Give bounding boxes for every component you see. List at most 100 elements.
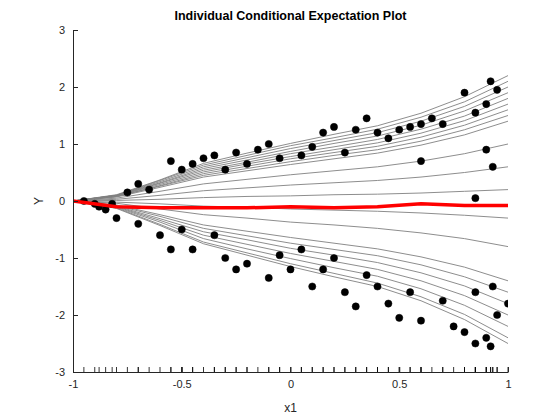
data-point bbox=[439, 120, 446, 127]
data-point bbox=[385, 135, 392, 142]
data-point bbox=[428, 115, 435, 122]
data-point bbox=[320, 129, 327, 136]
tick: -3 bbox=[55, 366, 78, 378]
tick-mark bbox=[73, 258, 78, 259]
rug-tick bbox=[410, 367, 411, 372]
rug-tick bbox=[323, 367, 324, 372]
rug-tick bbox=[421, 367, 422, 372]
data-point bbox=[309, 283, 316, 290]
rug-tick bbox=[301, 367, 302, 372]
data-point bbox=[472, 289, 479, 296]
rug-tick bbox=[442, 367, 443, 372]
tick: -1 bbox=[55, 252, 78, 264]
data-point bbox=[211, 232, 218, 239]
tick-label: 2 bbox=[59, 81, 65, 93]
rug-tick bbox=[257, 367, 258, 372]
ice-line bbox=[73, 81, 508, 201]
data-point bbox=[233, 266, 240, 273]
data-point bbox=[113, 215, 120, 222]
tick-label: -2 bbox=[55, 309, 65, 321]
ice-line bbox=[73, 190, 508, 201]
data-point bbox=[298, 152, 305, 159]
data-point bbox=[494, 311, 501, 318]
rug-tick bbox=[225, 367, 226, 372]
data-point bbox=[330, 254, 337, 261]
rug-tick bbox=[99, 367, 100, 372]
tick: 0 bbox=[59, 195, 78, 207]
ice-line bbox=[73, 110, 508, 201]
rug-tick bbox=[192, 367, 193, 372]
rug-tick bbox=[279, 367, 280, 372]
tick-label: -3 bbox=[55, 366, 65, 378]
data-point bbox=[487, 78, 494, 85]
data-point bbox=[135, 220, 142, 227]
rug-tick bbox=[160, 367, 161, 372]
tick-mark bbox=[73, 30, 78, 31]
rug-tick bbox=[268, 367, 269, 372]
rug-tick bbox=[464, 367, 465, 372]
data-point bbox=[124, 189, 131, 196]
ice-line bbox=[73, 76, 508, 201]
data-point bbox=[494, 86, 501, 93]
tick-mark bbox=[73, 372, 78, 373]
data-point bbox=[309, 143, 316, 150]
tick-mark bbox=[508, 367, 509, 372]
data-point bbox=[385, 300, 392, 307]
tick-label: 0 bbox=[59, 195, 65, 207]
rug-tick bbox=[377, 367, 378, 372]
tick: 2 bbox=[59, 81, 78, 93]
data-point bbox=[178, 166, 185, 173]
data-point bbox=[417, 317, 424, 324]
tick-label: -1 bbox=[69, 378, 79, 390]
ice-line bbox=[73, 201, 508, 338]
rug-tick bbox=[214, 367, 215, 372]
data-point bbox=[341, 289, 348, 296]
ice-line bbox=[73, 201, 508, 315]
axis-line bbox=[74, 372, 509, 373]
data-point bbox=[287, 266, 294, 273]
rug-tick bbox=[127, 367, 128, 372]
ice-line bbox=[73, 144, 508, 201]
rug-tick bbox=[355, 367, 356, 372]
data-point bbox=[472, 109, 479, 116]
rug-tick bbox=[312, 367, 313, 372]
rug-tick bbox=[236, 367, 237, 372]
rug-tick bbox=[116, 367, 117, 372]
rug-tick bbox=[421, 367, 422, 372]
data-point bbox=[178, 226, 185, 233]
data-point bbox=[483, 146, 490, 153]
rug-tick bbox=[410, 367, 411, 372]
rug-tick bbox=[366, 367, 367, 372]
tick-mark bbox=[182, 367, 183, 372]
rug-tick bbox=[388, 367, 389, 372]
rug-tick bbox=[301, 367, 302, 372]
ice-line bbox=[73, 201, 508, 344]
rug-tick bbox=[138, 367, 139, 372]
rug-tick bbox=[475, 367, 476, 372]
data-point bbox=[222, 166, 229, 173]
data-point bbox=[363, 115, 370, 122]
data-point bbox=[298, 246, 305, 253]
data-point bbox=[450, 323, 457, 330]
rug-tick bbox=[421, 367, 422, 372]
rug-tick bbox=[268, 367, 269, 372]
tick-label: 3 bbox=[59, 24, 65, 36]
ice-line bbox=[73, 98, 508, 201]
data-point bbox=[146, 186, 153, 193]
data-point bbox=[483, 101, 490, 108]
data-point bbox=[472, 195, 479, 202]
rug-tick bbox=[112, 367, 113, 372]
rug-tick bbox=[486, 367, 487, 372]
tick-mark bbox=[73, 144, 78, 145]
tick-mark bbox=[73, 201, 78, 202]
rug-tick bbox=[453, 367, 454, 372]
data-point bbox=[396, 126, 403, 133]
data-point bbox=[222, 254, 229, 261]
data-point bbox=[156, 232, 163, 239]
tick-label: 1 bbox=[59, 138, 65, 150]
data-point bbox=[265, 140, 272, 147]
data-point bbox=[472, 340, 479, 347]
rug-tick bbox=[236, 367, 237, 372]
data-point bbox=[461, 329, 468, 336]
rug-tick bbox=[508, 367, 509, 372]
